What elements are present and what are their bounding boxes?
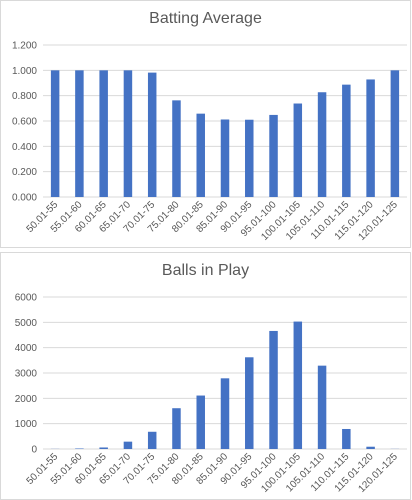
bar bbox=[245, 119, 254, 197]
y-tick-label: 6000 bbox=[15, 293, 38, 304]
bar bbox=[75, 448, 84, 449]
bar bbox=[366, 446, 375, 449]
bar bbox=[147, 431, 157, 449]
y-tick-label: 1.000 bbox=[12, 66, 37, 77]
bar bbox=[99, 70, 108, 197]
bar bbox=[269, 330, 278, 449]
bar bbox=[317, 92, 327, 197]
bar bbox=[293, 103, 303, 197]
bar bbox=[293, 321, 303, 449]
bar bbox=[172, 408, 181, 449]
y-tick-label: 4000 bbox=[15, 343, 38, 354]
bar bbox=[123, 70, 133, 197]
y-tick-label: 1.200 bbox=[12, 41, 37, 52]
batting-average-chart: Batting Average 0.000 0.200 0.400 0.600 0.80… bbox=[0, 0, 411, 248]
y-tick-label: 2000 bbox=[15, 394, 38, 405]
y-tick-label: 0.000 bbox=[12, 193, 37, 204]
balls-in-play-chart: Balls in Play 0 1000 2000 3000 4000 5000 6000 5… bbox=[0, 252, 411, 500]
bar bbox=[50, 70, 60, 197]
bar bbox=[123, 441, 133, 449]
y-tick-label: 3000 bbox=[15, 369, 38, 380]
chart-title: Balls in Play bbox=[161, 262, 250, 279]
bar bbox=[99, 447, 108, 449]
bar bbox=[172, 100, 181, 197]
bar bbox=[342, 428, 351, 449]
bar bbox=[220, 378, 230, 449]
bar bbox=[245, 357, 254, 449]
batting-average-plot: 0.0000.2000.4000.6000.8001.0001.20050.01… bbox=[12, 41, 407, 243]
y-tick-label: 5000 bbox=[15, 318, 38, 329]
bar bbox=[220, 119, 230, 197]
y-tick-label: 0.200 bbox=[12, 167, 37, 178]
bar bbox=[196, 113, 205, 197]
bar bbox=[196, 395, 205, 449]
bar bbox=[75, 70, 84, 197]
bar bbox=[147, 72, 157, 197]
y-tick-label: 1000 bbox=[15, 419, 38, 430]
bar bbox=[390, 70, 400, 197]
y-tick-label: 0 bbox=[31, 445, 37, 456]
y-tick-label: 0.600 bbox=[12, 117, 37, 128]
bar bbox=[317, 365, 327, 449]
bar bbox=[269, 114, 278, 197]
balls-in-play-plot: 010002000300040005000600050.01-5555.01-6… bbox=[15, 293, 407, 495]
chart-title: Batting Average bbox=[149, 10, 262, 27]
bar bbox=[366, 79, 375, 197]
bar bbox=[342, 84, 351, 197]
y-tick-label: 0.800 bbox=[12, 91, 37, 102]
y-tick-label: 0.400 bbox=[12, 142, 37, 153]
